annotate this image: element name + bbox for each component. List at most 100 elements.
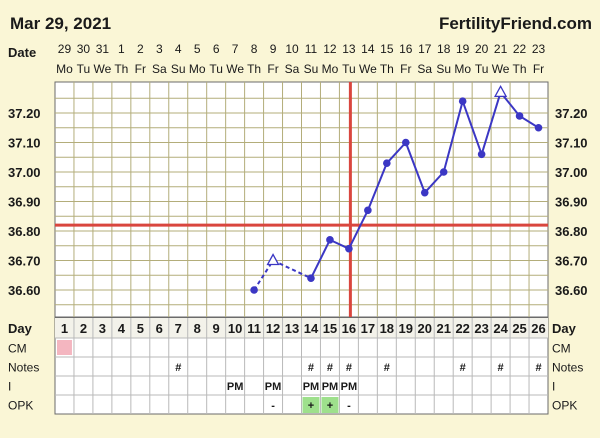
data-point (401, 138, 410, 147)
cycle-day: 19 (399, 321, 413, 336)
opk-positive-cell (302, 397, 320, 413)
date-tick: 19 (456, 42, 470, 56)
date-tick: 12 (323, 42, 337, 56)
intercourse-mark: PM (341, 381, 358, 393)
intercourse-mark: PM (322, 381, 339, 393)
cycle-day: 22 (455, 321, 469, 336)
weekday-tick: We (226, 62, 244, 76)
series-segment (480, 92, 502, 155)
date-tick: 8 (251, 42, 258, 56)
date-tick: 10 (285, 42, 299, 56)
date-tick: 6 (213, 42, 220, 56)
data-point (250, 286, 258, 294)
row-label-day-right: Day (552, 321, 577, 336)
weekday-tick: Fr (400, 62, 411, 76)
cycle-day: 18 (380, 321, 394, 336)
weekday-tick: Su (304, 62, 319, 76)
date-tick: 5 (194, 42, 201, 56)
cycle-day: 4 (118, 321, 126, 336)
cycle-day: 6 (156, 321, 163, 336)
cycle-day: 8 (194, 321, 201, 336)
series-segment (386, 141, 407, 164)
data-point-triangle (493, 85, 508, 97)
date-tick: 4 (175, 42, 182, 56)
y-tick-label-right: 37.20 (555, 106, 588, 121)
weekday-tick: Tu (77, 62, 91, 76)
opk-result: + (308, 400, 314, 412)
series-segment (348, 209, 369, 250)
series-segment (442, 100, 464, 173)
cycle-day: 17 (361, 321, 375, 336)
cycle-day: 26 (531, 321, 545, 336)
weekday-tick: Sa (152, 62, 167, 76)
weekday-tick: Sa (417, 62, 432, 76)
cycle-day: 16 (342, 321, 356, 336)
weekday-tick: Fr (135, 62, 146, 76)
cycle-day: 23 (474, 321, 488, 336)
data-point (439, 168, 448, 176)
brand-title: FertilityFriend.com (438, 14, 592, 33)
y-tick-label-right: 36.90 (555, 195, 588, 210)
opk-result: - (347, 400, 351, 412)
data-point (534, 123, 543, 132)
row-label-cm-right: CM (552, 342, 571, 356)
cycle-day: 24 (493, 321, 508, 336)
y-tick-label-right: 36.70 (555, 254, 588, 269)
cycle-day: 10 (228, 321, 242, 336)
data-point (515, 112, 524, 120)
weekday-tick: We (492, 62, 510, 76)
row-label-opk: OPK (8, 399, 33, 413)
y-tick-label-left: 37.20 (8, 106, 41, 121)
y-tick-label-left: 36.70 (8, 254, 41, 269)
cycle-day: 3 (99, 321, 106, 336)
row-label-i-right: I (552, 380, 555, 394)
weekday-tick: Mo (56, 62, 73, 76)
note-mark: # (327, 362, 333, 374)
series-segment (366, 162, 388, 211)
cm-cell (57, 340, 72, 355)
series-segment (253, 259, 274, 291)
date-label: Date (8, 45, 36, 60)
weekday-tick: Sa (285, 62, 300, 76)
weekday-tick: Su (171, 62, 186, 76)
date-tick: 18 (437, 42, 451, 56)
note-mark: # (498, 362, 504, 374)
date-tick: 13 (342, 42, 356, 56)
data-point (345, 244, 353, 253)
date-tick: 15 (380, 42, 394, 56)
cycle-day: 21 (436, 321, 450, 336)
data-point (307, 274, 315, 283)
opk-positive-cell (321, 397, 339, 413)
data-point (420, 188, 429, 197)
data-point (364, 206, 372, 215)
cycle-day: 9 (213, 321, 220, 336)
intercourse-mark: PM (303, 381, 320, 393)
cycle-day: 11 (247, 321, 261, 336)
row-label-day: Day (8, 321, 33, 336)
intercourse-mark: PM (265, 381, 282, 393)
date-tick: 7 (232, 42, 239, 56)
cycle-day: 14 (304, 321, 319, 336)
date-tick: 20 (475, 42, 489, 56)
y-tick-label-left: 36.60 (8, 283, 41, 298)
date-tick: 17 (418, 42, 432, 56)
data-point (458, 97, 467, 105)
date-tick: 23 (532, 42, 546, 56)
weekday-tick: Tu (209, 62, 223, 76)
row-label-opk-right: OPK (552, 399, 577, 413)
note-mark: # (308, 362, 314, 374)
date-tick: 30 (77, 42, 91, 56)
y-tick-label-left: 36.80 (8, 224, 41, 239)
weekday-tick: Fr (267, 62, 278, 76)
date-tick: 16 (399, 42, 413, 56)
note-mark: # (384, 362, 390, 374)
weekday-tick: Su (436, 62, 451, 76)
row-label-i: I (8, 380, 11, 394)
note-mark: # (460, 362, 466, 374)
weekday-tick: We (94, 62, 112, 76)
y-tick-label-left: 37.00 (8, 165, 41, 180)
date-tick: 29 (58, 42, 72, 56)
series-segment (310, 239, 331, 279)
note-mark: # (175, 362, 181, 374)
